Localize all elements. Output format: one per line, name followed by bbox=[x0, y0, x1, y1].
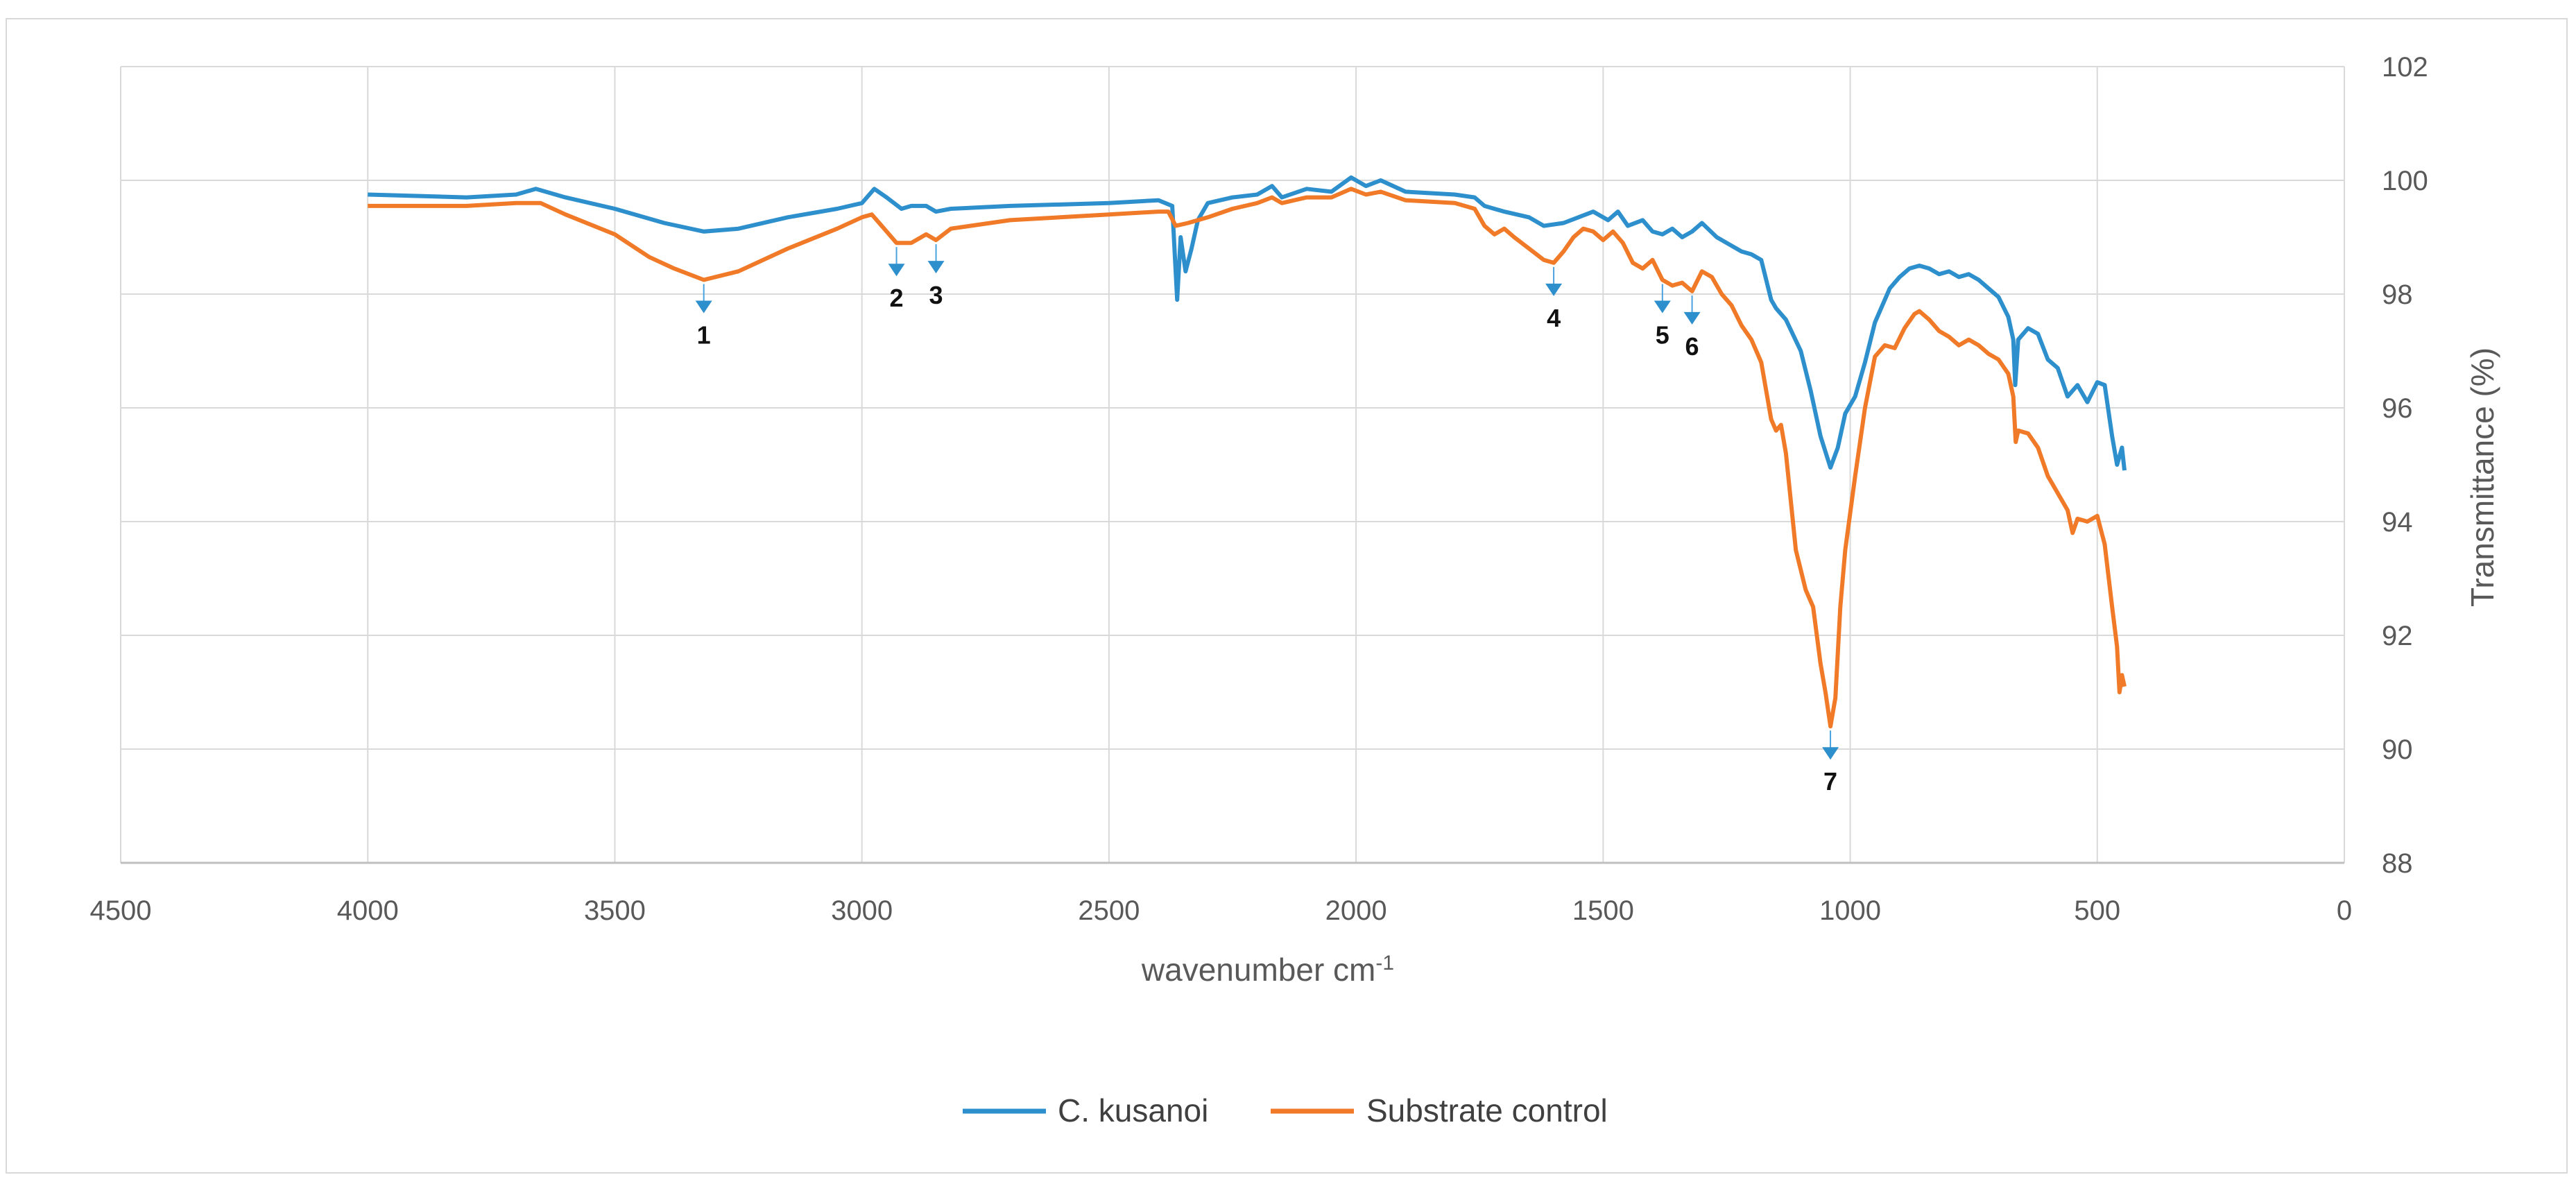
annotation-arrow-icon bbox=[1683, 311, 1701, 325]
x-axis-title-superscript: -1 bbox=[1375, 952, 1394, 975]
annotation-arrow-icon bbox=[927, 261, 945, 274]
x-tick-label: 2500 bbox=[1078, 895, 1140, 926]
annotation-label: 3 bbox=[929, 281, 943, 309]
y-tick-label: 102 bbox=[2382, 52, 2428, 83]
legend-label-substrate-control: Substrate control bbox=[1366, 1092, 1608, 1128]
annotation-arrow-icon bbox=[1822, 747, 1839, 760]
series-line-c-kusanoi bbox=[368, 175, 2127, 471]
y-tick-label: 90 bbox=[2382, 735, 2413, 765]
y-tick-label: 88 bbox=[2382, 848, 2413, 879]
annotation-label: 4 bbox=[1547, 304, 1561, 332]
y-tick-label: 94 bbox=[2382, 507, 2413, 538]
annotation-label: 6 bbox=[1685, 332, 1699, 361]
annotation-label: 5 bbox=[1656, 321, 1669, 350]
annotation-label: 1 bbox=[697, 321, 711, 350]
x-tick-label: 4000 bbox=[337, 895, 399, 926]
chart-frame: 88 90 92 94 96 98 100 102 4500 4000 3500 3000 2500 20… bbox=[6, 18, 2568, 1174]
annotation-arrow-icon bbox=[1545, 283, 1563, 296]
legend: C. kusanoi Substrate control bbox=[963, 1092, 1608, 1128]
annotation-arrow-icon bbox=[888, 264, 905, 277]
annotation-label: 2 bbox=[890, 284, 904, 312]
y-tick-label: 96 bbox=[2382, 393, 2413, 424]
x-tick-label: 500 bbox=[2074, 895, 2120, 926]
x-tick-label: 3500 bbox=[584, 895, 646, 926]
annotation-arrow-icon bbox=[1654, 300, 1671, 314]
y-axis-title: Transmittance (%) bbox=[2464, 347, 2500, 607]
x-tick-label: 3000 bbox=[831, 895, 893, 926]
x-tick-label: 0 bbox=[2337, 895, 2352, 926]
x-tick-label: 4500 bbox=[90, 895, 152, 926]
annotation-layer: 1 2 3 4 5 6 7 bbox=[695, 244, 1839, 796]
x-axis-title: wavenumber cm-1 bbox=[1141, 952, 1394, 988]
annotation-arrow-icon bbox=[695, 300, 712, 314]
series-layer bbox=[368, 175, 2127, 729]
x-tick-label: 1000 bbox=[1819, 895, 1881, 926]
y-tick-label: 92 bbox=[2382, 621, 2413, 651]
x-tick-label: 1500 bbox=[1572, 895, 1634, 926]
y-tick-label: 98 bbox=[2382, 280, 2413, 310]
annotation-label: 7 bbox=[1823, 767, 1837, 796]
x-tick-label: 2000 bbox=[1325, 895, 1387, 926]
grid-layer bbox=[120, 66, 2345, 864]
y-tick-label: 100 bbox=[2382, 166, 2428, 196]
legend-label-c-kusanoi: C. kusanoi bbox=[1058, 1092, 1208, 1128]
series-line-substrate-control bbox=[368, 187, 2127, 729]
